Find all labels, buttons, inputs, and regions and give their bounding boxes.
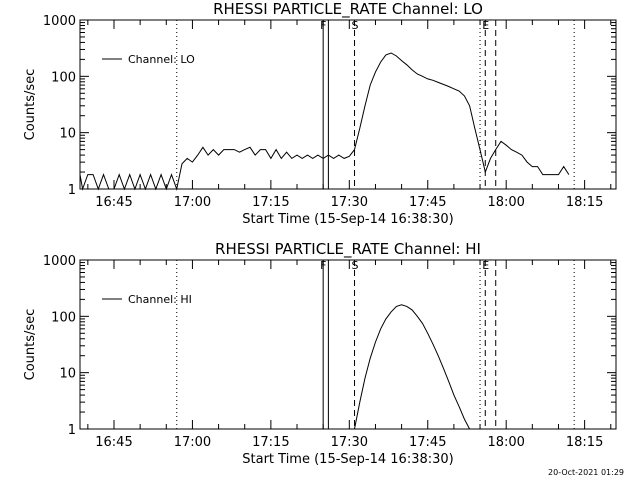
series-line xyxy=(354,304,471,430)
x-tick-label: 17:15 xyxy=(252,435,289,450)
legend-label: Channel: LO xyxy=(128,53,195,66)
x-tick-label: 17:30 xyxy=(331,435,368,450)
y-tick-label: 10 xyxy=(59,367,76,382)
timestamp-label: 20-Oct-2021 01:29 xyxy=(548,468,624,477)
event-marker-label: S xyxy=(352,19,359,32)
event-marker-label: S xyxy=(352,259,359,272)
chart-title: RHESSI PARTICLE_RATE Channel: LO xyxy=(213,0,483,19)
x-tick-label: 17:45 xyxy=(409,195,446,210)
plot-frame xyxy=(79,19,617,190)
chart-title: RHESSI PARTICLE_RATE Channel: HI xyxy=(215,240,481,259)
y-axis-label: Counts/sec xyxy=(23,69,38,141)
event-marker-label: F xyxy=(320,19,326,32)
x-axis-label: Start Time (15-Sep-14 16:38:30) xyxy=(242,212,453,227)
x-tick-label: 17:15 xyxy=(252,195,289,210)
y-tick-label: 100 xyxy=(51,310,76,325)
series-line xyxy=(79,52,570,191)
x-tick-label: 18:00 xyxy=(487,195,524,210)
y-tick-label: 1 xyxy=(68,423,76,438)
y-axis-label: Counts/sec xyxy=(23,309,38,381)
y-tick-label: 100 xyxy=(51,70,76,85)
event-marker-label: F xyxy=(320,259,326,272)
x-tick-label: 17:00 xyxy=(174,195,211,210)
x-axis-label: Start Time (15-Sep-14 16:38:30) xyxy=(242,452,453,467)
x-tick-label: 18:00 xyxy=(487,435,524,450)
event-marker-label: E xyxy=(482,259,489,272)
plot-frame xyxy=(79,259,617,430)
chart-panel-hi: RHESSI PARTICLE_RATE Channel: HI Start T… xyxy=(23,240,617,467)
event-marker-label: E xyxy=(482,19,489,32)
y-tick-label: 1 xyxy=(68,183,76,198)
x-tick-label: 18:15 xyxy=(566,435,603,450)
chart-panel-lo: RHESSI PARTICLE_RATE Channel: LO Start T… xyxy=(23,0,617,227)
y-tick-label: 1000 xyxy=(43,254,76,269)
x-tick-label: 18:15 xyxy=(566,195,603,210)
y-tick-label: 1000 xyxy=(43,14,76,29)
x-tick-label: 17:00 xyxy=(174,435,211,450)
x-tick-label: 17:45 xyxy=(409,435,446,450)
legend-label: Channel: HI xyxy=(128,293,192,306)
x-tick-label: 16:45 xyxy=(95,195,132,210)
y-tick-label: 10 xyxy=(59,127,76,142)
x-tick-label: 16:45 xyxy=(95,435,132,450)
x-tick-label: 17:30 xyxy=(331,195,368,210)
